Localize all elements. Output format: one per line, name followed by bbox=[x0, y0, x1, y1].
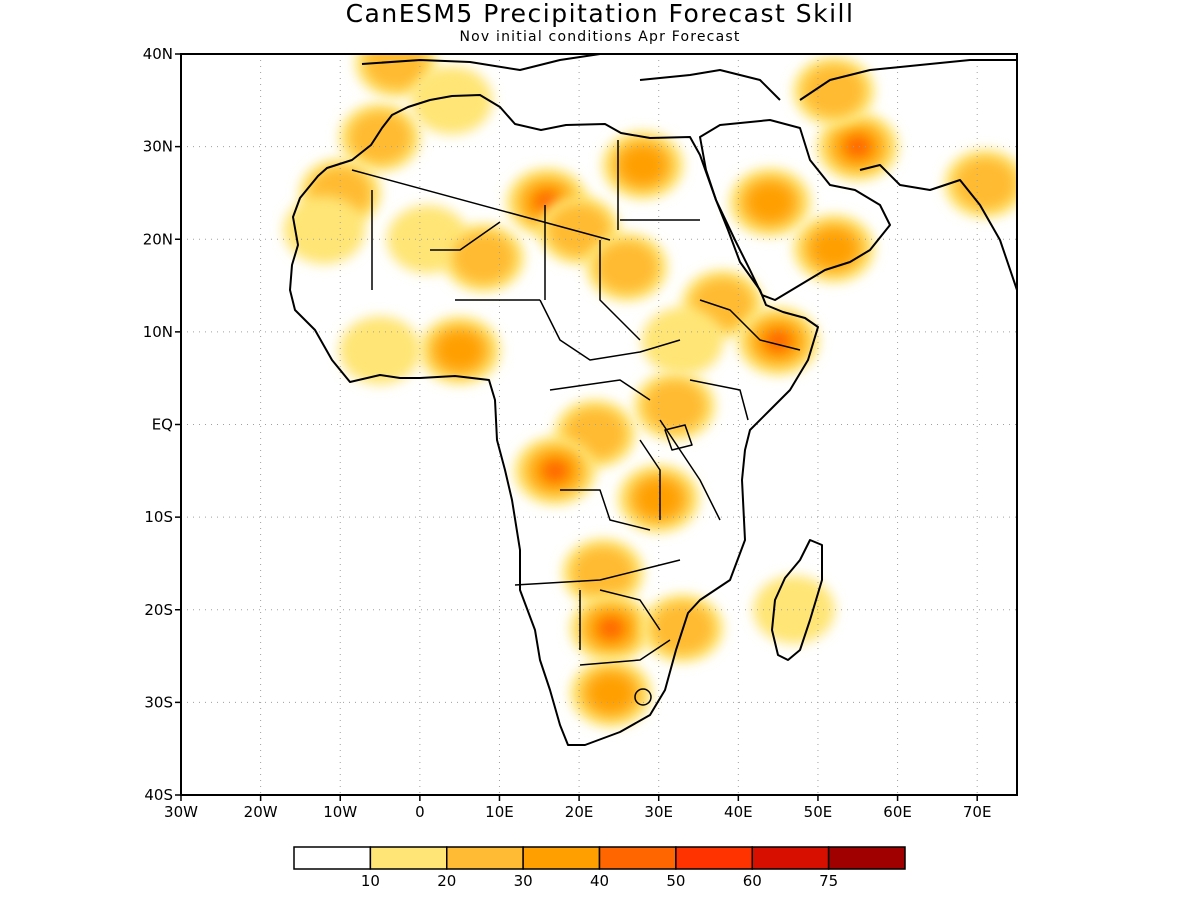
lat-tick-label: 20S bbox=[144, 601, 173, 619]
axis-ticks bbox=[175, 53, 978, 801]
skill-contour bbox=[621, 147, 665, 184]
lon-tick-label: 20E bbox=[565, 803, 594, 821]
skill-region-oman bbox=[793, 214, 875, 283]
skill-contour bbox=[547, 203, 611, 256]
lon-tick-label: 10E bbox=[485, 803, 514, 821]
lat-tick-label: 10N bbox=[143, 323, 173, 341]
colorbar-swatch bbox=[522, 846, 601, 870]
colorbar-swatch bbox=[369, 846, 448, 870]
skill-region-nigeria-south bbox=[418, 316, 501, 385]
border-sahara bbox=[351, 140, 700, 301]
skill-contour bbox=[753, 575, 835, 644]
page-title: CanESM5 Precipitation Forecast Skill bbox=[345, 0, 855, 28]
africa-coastline bbox=[289, 94, 819, 746]
lon-tick-label: 0 bbox=[415, 803, 425, 821]
lon-tick-label: 30W bbox=[164, 803, 198, 821]
skill-region-zambia-west bbox=[562, 538, 644, 607]
skill-contour bbox=[598, 618, 623, 639]
colorbar-label: 40 bbox=[590, 872, 609, 890]
skill-region-south-sudan bbox=[641, 307, 724, 376]
coastlines-and-borders bbox=[289, 54, 1017, 746]
skill-contour bbox=[766, 331, 791, 352]
page-subtitle: Nov initial conditions Apr Forecast bbox=[459, 29, 741, 45]
skill-region-mauritania bbox=[283, 195, 366, 264]
colorbar-swatch bbox=[751, 846, 830, 870]
skill-contour bbox=[339, 316, 421, 385]
border-central bbox=[514, 240, 681, 666]
colorbar-swatch bbox=[598, 846, 677, 870]
skill-region-uganda bbox=[633, 371, 716, 440]
skill-contour bbox=[410, 66, 493, 135]
latitude-labels: 40N 30N 20N 10N EQ 10S 20S 30S 40S bbox=[143, 45, 173, 804]
skill-contour bbox=[748, 184, 792, 221]
skill-contour bbox=[641, 307, 724, 376]
skill-contour bbox=[845, 136, 870, 157]
skill-region-saudi-central bbox=[729, 168, 811, 237]
lat-tick-label: 40S bbox=[144, 786, 173, 804]
lat-tick-label: 30N bbox=[143, 138, 173, 156]
lon-tick-label: 40E bbox=[724, 803, 753, 821]
europe-coastline bbox=[361, 54, 781, 101]
colorbar bbox=[293, 846, 906, 870]
madagascar-coastline bbox=[771, 539, 823, 661]
colorbar-label: 75 bbox=[819, 872, 838, 890]
skill-contour bbox=[589, 675, 633, 712]
skill-contour bbox=[595, 241, 659, 294]
skill-contour bbox=[283, 195, 366, 264]
longitude-labels: 30W 20W 10W 0 10E 20E 30E 40E 50E 60E 70E bbox=[164, 803, 991, 821]
colorbar-label: 20 bbox=[437, 872, 456, 890]
lat-tick-label: EQ bbox=[152, 416, 173, 434]
skill-contour bbox=[543, 460, 568, 481]
lat-tick-label: 20N bbox=[143, 230, 173, 248]
skill-region-algeria-north bbox=[410, 66, 493, 135]
lat-tick-label: 10S bbox=[144, 508, 173, 526]
skill-shading-layer bbox=[283, 54, 1017, 728]
colorbar-label: 60 bbox=[743, 872, 762, 890]
colorbar-swatch bbox=[293, 846, 372, 870]
lon-tick-label: 70E bbox=[963, 803, 992, 821]
arabia-coastline bbox=[699, 119, 891, 301]
lat-tick-label: 40N bbox=[143, 45, 173, 63]
skill-contour bbox=[643, 379, 706, 432]
lon-tick-label: 60E bbox=[883, 803, 912, 821]
skill-region-ghana bbox=[339, 316, 421, 385]
colorbar-label: 30 bbox=[514, 872, 533, 890]
asia-coastline bbox=[799, 59, 1017, 291]
skill-contour bbox=[812, 230, 856, 267]
colorbar-swatch bbox=[675, 846, 753, 870]
colorbar-label: 50 bbox=[666, 872, 685, 890]
border-east bbox=[639, 299, 801, 521]
skill-region-somalia-north bbox=[737, 307, 819, 376]
skill-contour bbox=[438, 332, 482, 369]
skill-region-iran-south bbox=[816, 112, 899, 181]
colorbar-swatch bbox=[827, 846, 906, 870]
skill-contour bbox=[953, 157, 1017, 210]
skill-region-south-africa bbox=[570, 659, 652, 728]
skill-region-pakistan bbox=[944, 149, 1017, 218]
skill-region-egypt-west bbox=[601, 131, 684, 200]
lon-tick-label: 30E bbox=[644, 803, 673, 821]
colorbar-label: 10 bbox=[361, 872, 380, 890]
skill-region-angola-north bbox=[514, 436, 597, 505]
skill-region-sudan-west bbox=[586, 233, 668, 302]
skill-contour bbox=[571, 546, 635, 599]
skill-region-chad-north bbox=[538, 195, 620, 264]
lon-tick-label: 50E bbox=[804, 803, 833, 821]
colorbar-swatch bbox=[446, 846, 524, 870]
lon-tick-label: 20W bbox=[244, 803, 278, 821]
colorbar-labels: 10 20 30 40 50 60 75 bbox=[361, 872, 838, 890]
skill-region-botswana bbox=[570, 594, 652, 663]
lesotho-border bbox=[634, 688, 652, 706]
lon-tick-label: 10W bbox=[323, 803, 357, 821]
lat-tick-label: 30S bbox=[144, 693, 173, 711]
skill-region-madagascar bbox=[753, 575, 835, 644]
lake-victoria bbox=[664, 424, 693, 451]
skill-region-iran-north bbox=[793, 57, 875, 126]
